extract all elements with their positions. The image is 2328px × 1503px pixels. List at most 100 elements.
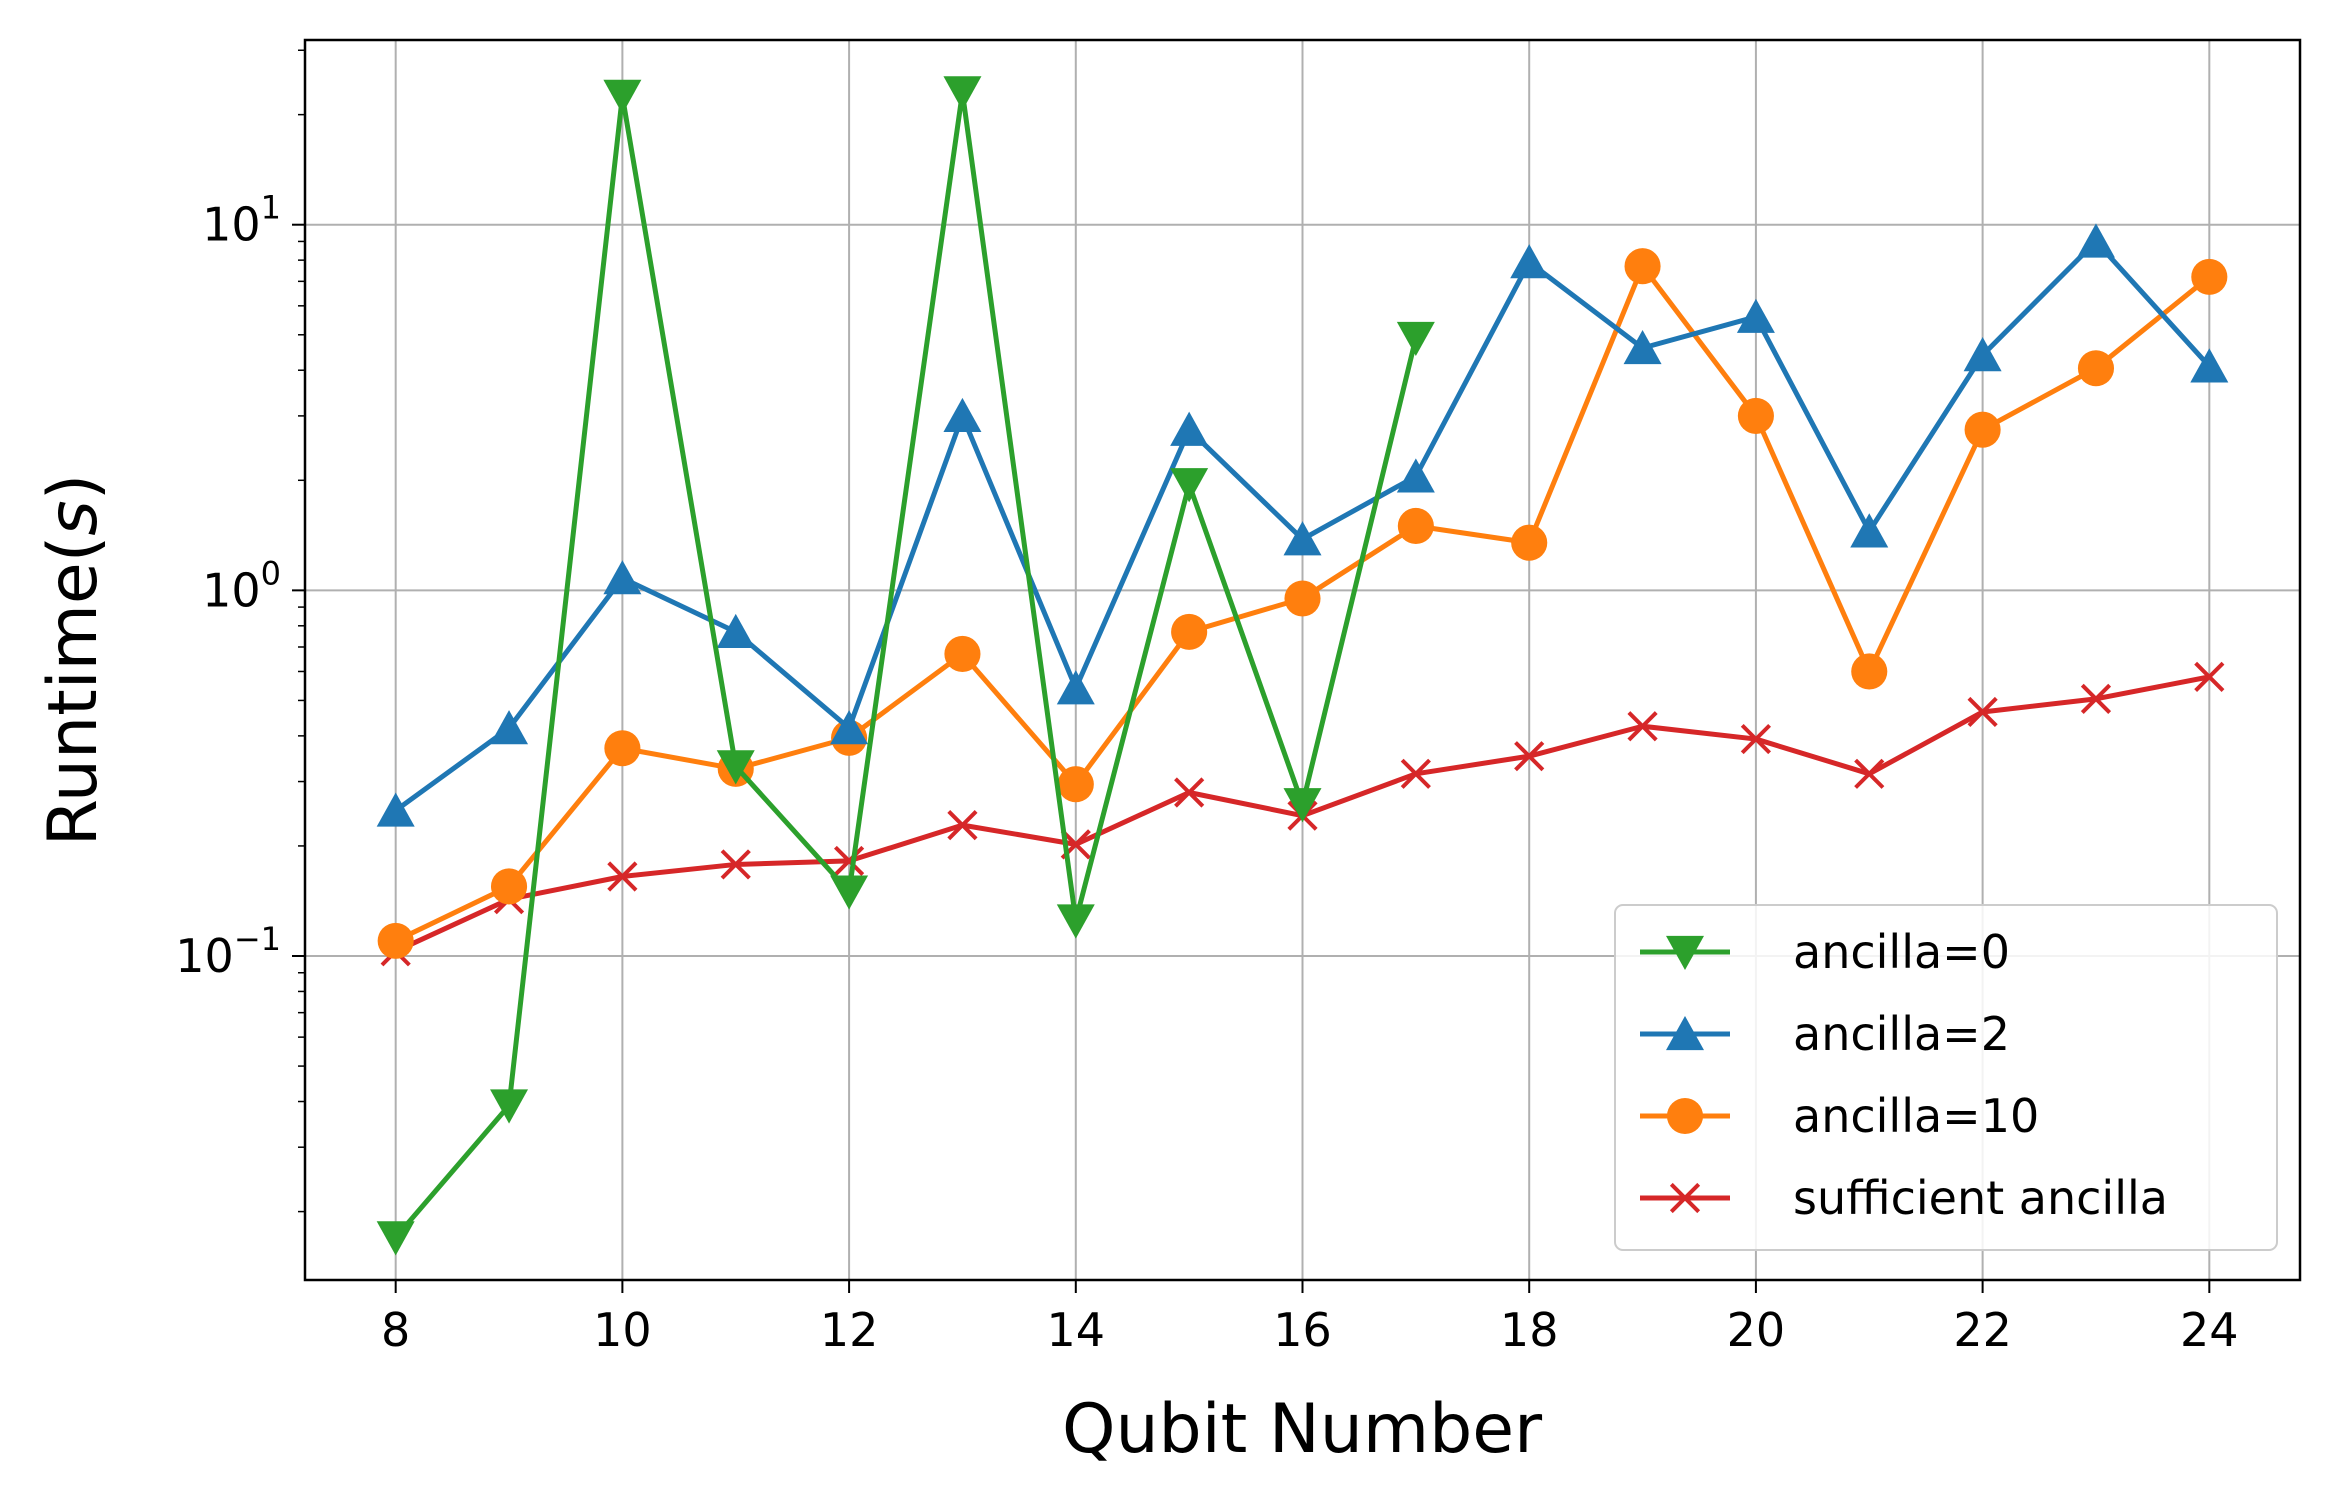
marker-x-stroke — [1740, 723, 1772, 755]
marker-triangle-down — [603, 79, 642, 114]
series-layer — [376, 76, 2229, 1256]
marker-x-stroke — [947, 810, 978, 841]
marker-x-stroke — [1174, 777, 1205, 808]
marker-circle — [377, 922, 414, 959]
marker-triangle-up — [1736, 298, 1775, 333]
marker-x — [1854, 758, 1885, 789]
marker-triangle-up — [603, 560, 642, 595]
marker-x-stroke — [1967, 696, 1998, 728]
marker-triangle-up — [1850, 513, 1889, 548]
marker-circle — [1284, 580, 1321, 617]
marker-circle — [2077, 350, 2115, 387]
marker-x — [1967, 696, 1998, 728]
marker-circle — [604, 730, 641, 767]
axes: 8 10 12 14 16 18 20 22 24 10−1 100 101 — [175, 49, 2239, 1357]
x-tick-label: 18 — [1500, 1303, 1559, 1357]
marker-circle — [1851, 653, 1888, 690]
legend: ancilla=0 ancilla=2 ancilla=10 sufficient a… — [1614, 904, 2278, 1251]
legend-box — [1614, 904, 2278, 1251]
legend-entry: ancilla=2 — [1640, 1007, 2010, 1061]
x-tick-label: 12 — [820, 1303, 879, 1357]
y-tick-label: 100 — [202, 554, 281, 617]
marker-triangle-down — [1283, 788, 1322, 823]
marker-triangle-up — [1963, 337, 2002, 372]
marker-x-stroke — [2080, 683, 2112, 714]
series-line — [393, 89, 1419, 1240]
y-axis-label: Runtime(s) — [34, 474, 113, 847]
marker-circle — [1624, 248, 1661, 285]
marker-x — [947, 810, 978, 841]
marker-x-stroke — [607, 861, 638, 892]
legend-label: ancilla=2 — [1793, 1007, 2010, 1061]
legend-label: ancilla=10 — [1793, 1089, 2039, 1143]
marker-x-stroke — [1669, 1182, 1701, 1214]
x-tick-label: 22 — [1953, 1303, 2012, 1357]
marker-x — [607, 861, 638, 892]
marker-circle — [1964, 411, 2001, 448]
marker-circle — [1057, 766, 1094, 803]
marker-x — [1627, 711, 1658, 742]
marker-x — [1400, 758, 1431, 789]
marker-x-stroke — [1400, 758, 1431, 789]
marker-x — [833, 845, 865, 877]
marker-triangle-down — [943, 76, 982, 111]
marker-triangle-up — [376, 792, 415, 827]
marker-triangle-up — [1666, 1015, 1704, 1051]
marker-triangle-up — [1510, 244, 1549, 279]
marker-triangle-down — [1396, 321, 1435, 357]
legend-entry: sufficient ancilla — [1640, 1171, 2168, 1225]
marker-triangle-down — [716, 750, 755, 785]
marker-x — [2080, 683, 2112, 714]
marker-x-stroke — [833, 845, 865, 877]
marker-x — [1740, 723, 1772, 755]
marker-triangle-up — [490, 710, 529, 745]
legend-entry: ancilla=10 — [1640, 1089, 2039, 1143]
marker-triangle-up — [1396, 458, 1435, 493]
marker-x — [720, 849, 751, 880]
marker-circle — [1666, 1097, 1704, 1135]
marker-triangle-up — [2076, 223, 2115, 258]
marker-triangle-up — [1056, 670, 1095, 705]
marker-triangle-up — [1623, 329, 1662, 365]
x-tick-label: 20 — [1727, 1303, 1786, 1357]
marker-triangle-up — [943, 397, 982, 433]
series-ancilla-2 — [376, 223, 2229, 827]
y-axis-label-prefix: Runtime( — [34, 536, 113, 847]
marker-x — [1174, 777, 1205, 808]
marker-x-stroke — [1854, 758, 1885, 789]
marker-triangle-up — [1170, 411, 1209, 446]
marker-circle — [1737, 397, 1774, 434]
marker-circle — [490, 868, 528, 905]
x-axis-label: Qubit Number — [1062, 1390, 1542, 1469]
y-tick-label: 10−1 — [175, 920, 281, 983]
y-axis-label-variable: s — [34, 500, 113, 535]
marker-triangle-up — [1283, 521, 1322, 556]
marker-circle — [1397, 507, 1434, 545]
marker-triangle-up — [830, 710, 869, 745]
marker-triangle-down — [1666, 935, 1704, 971]
marker-circle — [944, 635, 981, 673]
marker-triangle-up — [2190, 348, 2229, 383]
y-axis-label-suffix: ) — [34, 474, 113, 501]
marker-x-stroke — [720, 849, 751, 880]
x-tick-label: 8 — [381, 1303, 410, 1357]
marker-triangle-up — [716, 613, 755, 649]
marker-x — [1669, 1182, 1701, 1214]
marker-x-stroke — [1514, 741, 1545, 772]
marker-triangle-down — [1056, 904, 1095, 939]
y-tick-label: 101 — [202, 189, 281, 252]
marker-triangle-down — [830, 875, 869, 910]
marker-x — [1514, 741, 1545, 772]
x-tick-label: 10 — [593, 1303, 652, 1357]
marker-x-stroke — [2194, 661, 2225, 692]
marker-triangle-down — [1170, 468, 1209, 503]
x-tick-label: 24 — [2180, 1303, 2239, 1357]
series-ancilla-0 — [376, 76, 1435, 1256]
x-tick-label: 16 — [1273, 1303, 1332, 1357]
marker-circle — [1171, 613, 1208, 650]
x-tick-label: 14 — [1047, 1303, 1106, 1357]
marker-x — [2194, 661, 2225, 692]
marker-circle — [2191, 258, 2228, 295]
